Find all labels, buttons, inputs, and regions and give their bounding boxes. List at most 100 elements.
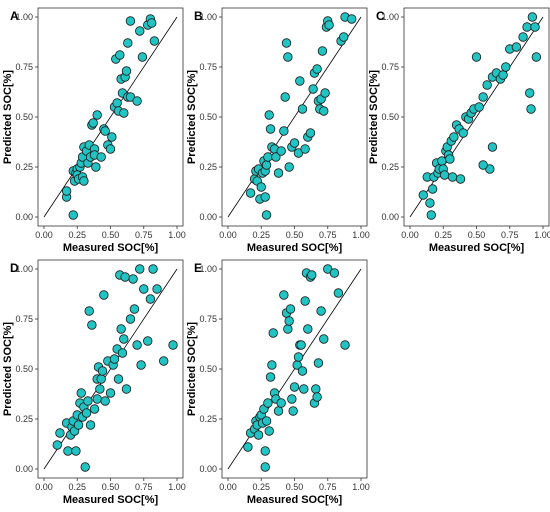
x-tick-label: 0.00 — [35, 482, 53, 492]
data-point — [268, 328, 278, 338]
panel-b: B 0.00 0.25 0.50 0.75 1.00 0.00 0.25 0.50 0.75 1.0… — [186, 7, 370, 254]
x-tick-label: 0.50 — [286, 230, 304, 240]
y-tick-label: 1.00 — [199, 264, 217, 274]
data-point — [425, 198, 435, 208]
data-point — [293, 352, 304, 362]
x-tick-label: 0.50 — [468, 230, 486, 240]
panel-letter: D — [10, 261, 19, 275]
data-point — [324, 20, 334, 30]
data-point — [281, 38, 292, 48]
data-point — [92, 110, 102, 120]
data-point — [280, 92, 290, 102]
data-point — [132, 340, 142, 350]
y-tick-label: 0.50 — [381, 112, 399, 122]
data-point — [458, 128, 468, 138]
data-point — [129, 304, 140, 314]
x-tick-label: 0.75 — [135, 230, 153, 240]
data-point — [55, 428, 65, 438]
x-tick-label: 1.00 — [352, 482, 370, 492]
data-point — [445, 154, 455, 164]
data-point — [299, 384, 309, 394]
data-point — [264, 110, 274, 120]
data-point — [136, 360, 146, 370]
data-point — [121, 384, 132, 394]
data-point — [501, 62, 511, 72]
x-tick-label: 0.25 — [434, 230, 452, 240]
data-point — [123, 38, 133, 48]
data-point — [91, 162, 101, 172]
x-axis-title: Measured SOC[%] — [63, 494, 159, 506]
data-point — [76, 388, 86, 398]
data-point — [128, 274, 138, 284]
y-tick-label: 0.00 — [199, 464, 217, 474]
data-point — [347, 14, 357, 24]
data-point — [63, 446, 73, 456]
data-point — [92, 394, 102, 404]
data-point — [135, 26, 145, 36]
panel-letter: B — [194, 9, 203, 23]
data-point — [329, 268, 340, 278]
data-point — [263, 398, 273, 408]
data-point — [449, 132, 459, 142]
y-tick-label: 0.00 — [381, 212, 399, 222]
x-tick-label: 0.00 — [35, 230, 53, 240]
y-tick-label: 0.25 — [199, 414, 217, 424]
y-tick-label: 1.00 — [15, 12, 33, 22]
data-point — [121, 66, 132, 76]
data-point — [149, 36, 160, 46]
data-point — [87, 320, 97, 330]
data-point — [288, 406, 298, 416]
y-axis-title: Predicted SOC[%] — [186, 322, 198, 416]
data-point — [263, 152, 273, 162]
data-point — [147, 18, 157, 28]
data-point — [100, 126, 110, 136]
data-point — [279, 126, 289, 136]
data-point — [474, 102, 484, 112]
panel-letter: A — [10, 9, 19, 23]
data-point — [84, 306, 94, 316]
data-point — [261, 416, 272, 426]
data-point — [105, 144, 116, 154]
data-point — [283, 52, 293, 62]
data-point — [340, 340, 350, 350]
data-point — [339, 32, 349, 42]
data-point — [85, 420, 96, 430]
data-point — [73, 420, 84, 430]
y-tick-label: 0.25 — [15, 414, 33, 424]
data-point — [261, 160, 272, 170]
data-point — [478, 92, 488, 102]
x-tick-label: 0.50 — [102, 230, 120, 240]
data-point — [135, 264, 145, 274]
y-axis-title: Predicted SOC[%] — [2, 322, 14, 416]
reference-line — [43, 268, 178, 470]
reference-line — [227, 16, 362, 218]
data-point — [333, 288, 344, 298]
data-point — [487, 142, 498, 152]
data-point — [261, 210, 272, 220]
data-point — [260, 192, 270, 202]
data-point — [109, 354, 120, 364]
data-point — [303, 324, 313, 334]
data-point — [279, 290, 289, 300]
panel-c: C 0.00 0.25 0.50 0.75 1.00 0.00 0.25 0.50 0.75 1.0… — [368, 7, 550, 254]
data-point — [95, 384, 105, 394]
y-tick-label: 0.75 — [199, 62, 217, 72]
data-point — [295, 76, 305, 86]
x-tick-label: 0.00 — [219, 482, 237, 492]
data-point — [307, 270, 317, 280]
data-point — [139, 284, 149, 294]
y-axis-title: Predicted SOC[%] — [186, 70, 198, 164]
data-point — [527, 12, 538, 22]
data-point — [107, 132, 117, 142]
data-point — [137, 52, 148, 62]
data-point — [300, 144, 310, 154]
x-tick-label: 1.00 — [168, 230, 186, 240]
data-point — [68, 210, 78, 220]
data-point — [96, 152, 106, 162]
data-point — [83, 396, 93, 406]
data-point — [243, 442, 253, 452]
data-point — [113, 374, 124, 384]
data-point — [245, 188, 256, 198]
data-point — [316, 306, 326, 316]
data-point — [319, 334, 329, 344]
